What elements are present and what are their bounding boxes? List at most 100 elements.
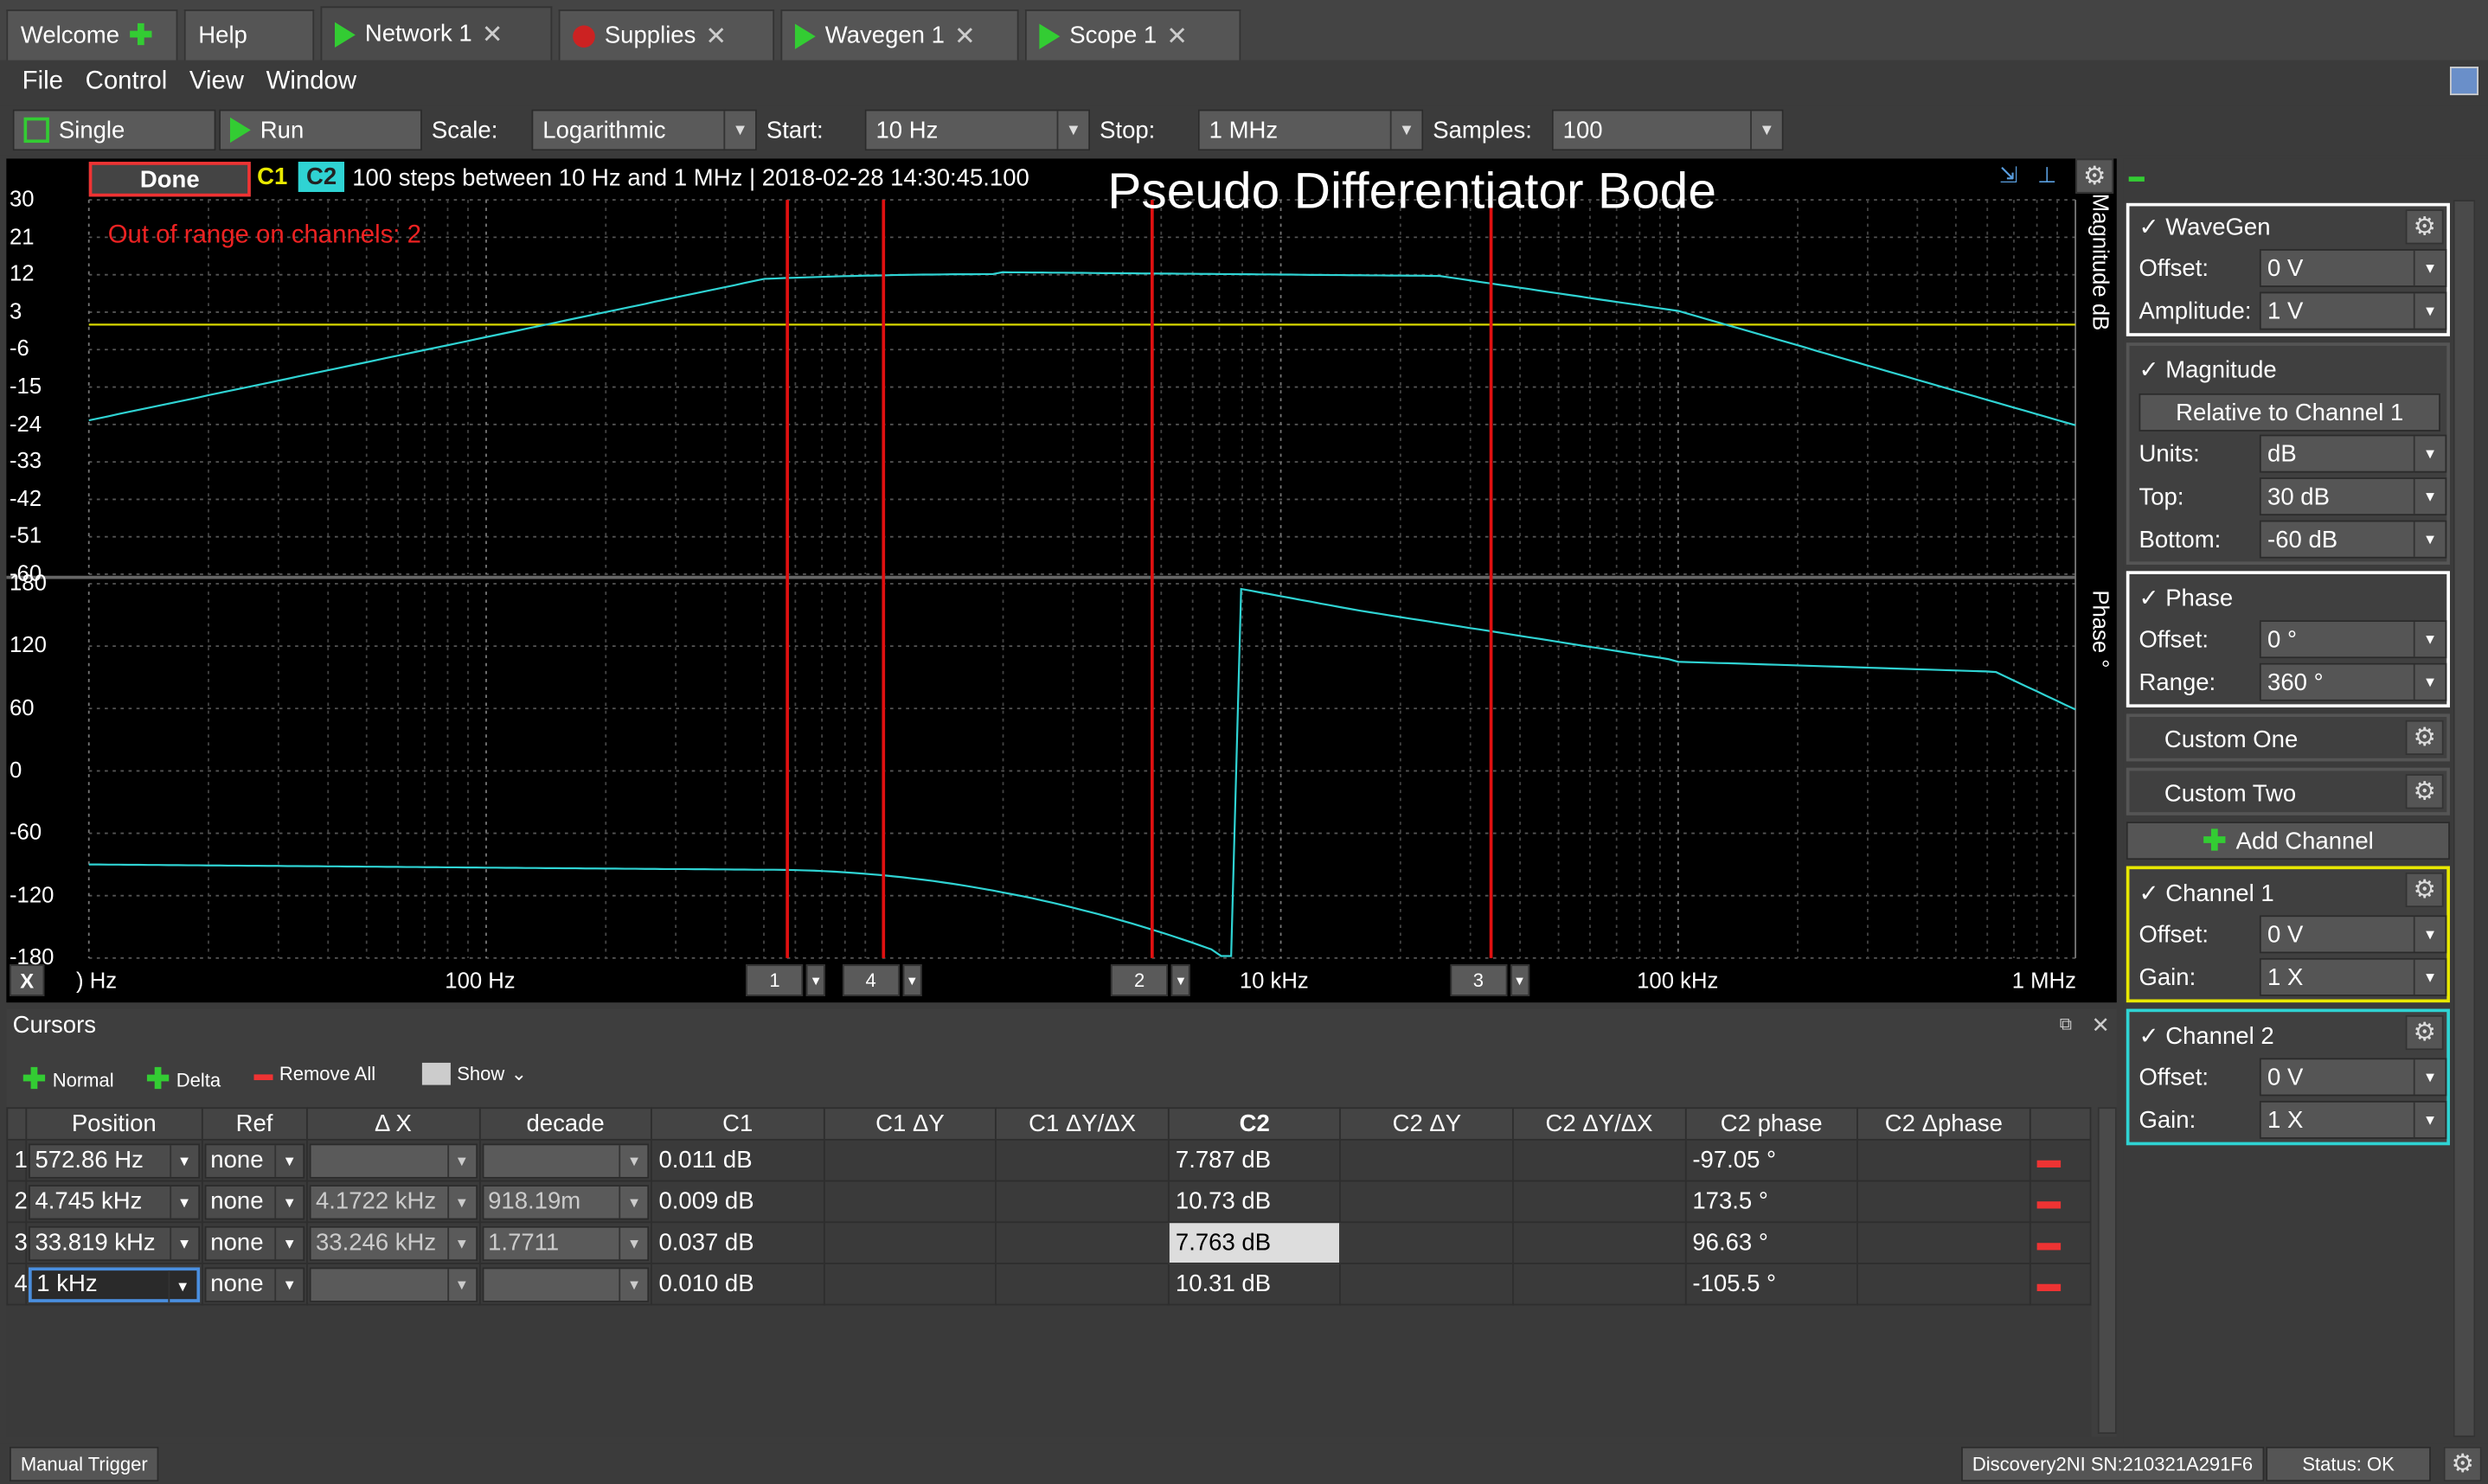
ref-select[interactable]: none ▼ [203, 1184, 305, 1219]
position-input[interactable]: 33.819 kHz ▼ [29, 1225, 200, 1261]
decade-input[interactable]: ▼ [481, 1266, 650, 1302]
device-button[interactable]: Discovery2NI SN:210321A291F6 [1961, 1446, 2264, 1482]
wavegen-amplitude-select[interactable]: 1 V ▼ [2259, 291, 2447, 330]
top-select[interactable]: 30 dB ▼ [2259, 477, 2447, 516]
tab-welcome[interactable]: Welcome ✚ [6, 10, 178, 61]
zoom-icon[interactable]: ⊥ [2037, 162, 2057, 188]
relative-select[interactable]: Relative to Channel 1 [2139, 393, 2440, 432]
add-channel-button[interactable]: ✚ Add Channel [2126, 822, 2450, 860]
phase-offset-select[interactable]: 0 ° ▼ [2259, 620, 2447, 659]
chevron-down-icon[interactable]: ▼ [902, 964, 922, 996]
sidebar-scrollbar[interactable] [2453, 200, 2476, 1437]
units-select[interactable]: dB ▼ [2259, 434, 2447, 473]
window-restore-icon[interactable] [2449, 67, 2478, 96]
table-row[interactable]: 1 572.86 Hz ▼ none ▼ ▼ ▼ 0.011 dB 7.787 dB -97.05… [6, 1138, 2092, 1182]
ch1-offset-select[interactable]: 0 V ▼ [2259, 915, 2447, 954]
status-button[interactable]: Status: OK [2266, 1446, 2431, 1482]
cursor-handle[interactable]: 4 [842, 964, 900, 996]
delta-x-input[interactable]: 4.1722 kHz ▼ [309, 1184, 478, 1219]
single-button[interactable]: Single [12, 109, 216, 151]
manual-trigger-button[interactable]: Manual Trigger [10, 1446, 159, 1482]
tab-scope[interactable]: Scope 1 ✕ [1024, 10, 1241, 61]
gear-icon[interactable]: ⚙ [2405, 872, 2444, 908]
close-icon[interactable]: ✕ [2091, 1012, 2110, 1038]
decade-input[interactable]: ▼ [481, 1142, 650, 1178]
delta-x-input[interactable]: ▼ [309, 1266, 478, 1302]
remove-all-button[interactable]: ▬ Remove All [253, 1063, 375, 1085]
close-icon[interactable]: ✕ [481, 21, 503, 48]
magnitude-check[interactable]: ✓ Magnitude [2139, 356, 2277, 384]
close-icon[interactable]: ✕ [1166, 22, 1188, 50]
menu-window[interactable]: Window [266, 67, 357, 96]
tab-network[interactable]: Network 1 ✕ [320, 6, 553, 61]
custom-two-panel[interactable]: Custom Two ⚙ [2126, 767, 2450, 816]
chevron-down-icon[interactable]: ▼ [806, 964, 826, 996]
c2-tag[interactable]: C2 [298, 162, 345, 192]
show-button[interactable]: Show ⌄ [421, 1062, 527, 1085]
delta-x-input[interactable]: ▼ [309, 1142, 478, 1178]
position-input[interactable]: 1 kHz ▼ [29, 1266, 200, 1302]
gear-icon[interactable]: ⚙ [2405, 209, 2444, 245]
c1-tag[interactable]: C1 [257, 163, 288, 191]
remove-cursor-icon[interactable]: ▬ [2036, 1270, 2062, 1298]
ch2-gain-select[interactable]: 1 X ▼ [2259, 1100, 2447, 1139]
position-input[interactable]: 572.86 Hz ▼ [29, 1142, 200, 1178]
undock-icon[interactable]: ⧉ [2059, 1014, 2073, 1034]
ref-select[interactable]: none ▼ [203, 1266, 305, 1302]
tab-help[interactable]: Help [183, 10, 315, 61]
wavegen-check[interactable]: ✓ WaveGen [2139, 214, 2271, 241]
autoscale-icon[interactable]: ⇲ [1999, 162, 2018, 188]
position-input[interactable]: 4.745 kHz ▼ [29, 1184, 200, 1219]
tab-wavegen[interactable]: Wavegen 1 ✕ [780, 10, 1019, 61]
bode-plot[interactable]: Done C1 C2 100 steps between 10 Hz and 1… [6, 158, 2117, 1003]
remove-cursor-icon[interactable]: ▬ [2036, 1187, 2062, 1215]
remove-cursor-icon[interactable]: ▬ [2036, 1229, 2062, 1257]
menu-control[interactable]: Control [85, 67, 168, 96]
close-icon[interactable]: ✕ [705, 22, 727, 50]
range-select[interactable]: 360 ° ▼ [2259, 662, 2447, 701]
x-axis-button[interactable]: X [10, 964, 45, 996]
table-row[interactable]: 3 33.819 kHz ▼ none ▼ 33.246 kHz ▼ 1.7711 ▼ 0.037… [6, 1221, 2092, 1264]
menu-view[interactable]: View [189, 67, 245, 96]
chevron-down-icon[interactable]: ▼ [1170, 964, 1190, 996]
ch1-gain-select[interactable]: 1 X ▼ [2259, 957, 2447, 996]
channel-1-check[interactable]: ✓ Channel 1 [2139, 880, 2274, 908]
tab-supplies[interactable]: Supplies ✕ [558, 10, 775, 61]
table-row[interactable]: 2 4.745 kHz ▼ none ▼ 4.1722 kHz ▼ 918.19m ▼ 0.009… [6, 1180, 2092, 1224]
table-scrollbar[interactable] [2097, 1107, 2117, 1435]
add-normal-button[interactable]: ✚ Normal [22, 1063, 114, 1097]
close-icon[interactable]: ✕ [953, 22, 976, 50]
ch2-offset-select[interactable]: 0 V ▼ [2259, 1058, 2447, 1097]
gear-icon[interactable]: ⚙ [2075, 158, 2114, 194]
menu-file[interactable]: File [22, 67, 63, 96]
start-select[interactable]: 10 Hz ▼ [864, 109, 1091, 151]
ref-select[interactable]: none ▼ [203, 1225, 305, 1261]
run-button[interactable]: Run [219, 109, 422, 151]
samples-select[interactable]: 100 ▼ [1551, 109, 1784, 151]
stop-select[interactable]: 1 MHz ▼ [1197, 109, 1424, 151]
gear-icon[interactable]: ⚙ [2405, 720, 2444, 756]
add-delta-button[interactable]: ✚ Delta [146, 1063, 221, 1097]
gear-icon[interactable]: ⚙ [2405, 1014, 2444, 1051]
gear-icon[interactable]: ⚙ [2405, 774, 2444, 809]
chevron-down-icon: ▼ [619, 1144, 648, 1177]
scale-select[interactable]: Logarithmic ▼ [531, 109, 757, 151]
cursor-handle[interactable]: 2 [1111, 964, 1169, 996]
phase-check[interactable]: ✓ Phase [2139, 585, 2234, 612]
gear-icon[interactable]: ⚙ [2443, 1446, 2482, 1482]
channel-2-check[interactable]: ✓ Channel 2 [2139, 1023, 2274, 1051]
decade-input[interactable]: 1.7711 ▼ [481, 1225, 650, 1261]
custom-one-panel[interactable]: Custom One ⚙ [2126, 713, 2450, 762]
decade-input[interactable]: 918.19m ▼ [481, 1184, 650, 1219]
collapse-icon[interactable]: ━ [2129, 166, 2145, 194]
cursor-handle[interactable]: 3 [1449, 964, 1507, 996]
remove-cursor-icon[interactable]: ▬ [2036, 1147, 2062, 1174]
wavegen-offset-select[interactable]: 0 V ▼ [2259, 248, 2447, 287]
chevron-down-icon[interactable]: ▼ [1510, 964, 1529, 996]
plot-svg[interactable] [6, 158, 2116, 1002]
bottom-select[interactable]: -60 dB ▼ [2259, 520, 2447, 559]
ref-select[interactable]: none ▼ [203, 1142, 305, 1178]
cursor-handle[interactable]: 1 [746, 964, 804, 996]
delta-x-input[interactable]: 33.246 kHz ▼ [309, 1225, 478, 1261]
